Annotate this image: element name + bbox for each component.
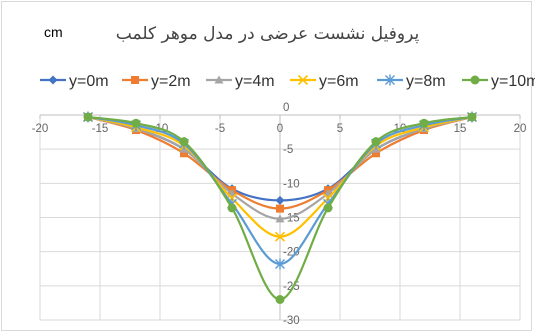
data-point xyxy=(467,112,477,122)
legend-item: y=10m xyxy=(462,73,535,90)
y-tick-label: -10 xyxy=(283,178,300,190)
data-point xyxy=(180,149,188,158)
y-tick-label: 0 xyxy=(283,102,289,114)
legend-marker xyxy=(385,74,395,86)
legend-item: y=8m xyxy=(377,73,446,90)
legend-item: y=4m xyxy=(206,73,275,90)
legend-marker xyxy=(214,75,224,84)
legend: y=0m y=2m y=4m y=6m y=8m y=10m xyxy=(40,73,535,90)
data-point xyxy=(227,203,237,213)
data-point xyxy=(275,214,285,223)
legend-marker xyxy=(48,75,58,85)
legend-label: y=2m xyxy=(151,73,191,90)
legend-label: y=4m xyxy=(235,73,275,90)
data-point xyxy=(275,258,285,270)
tick-labels: -20 -15 -10 -5 0 5 10 15 200-5-10-15-20-25-30 xyxy=(32,102,527,327)
data-point xyxy=(371,137,381,147)
x-tick-label: 20 xyxy=(514,123,527,135)
data-point xyxy=(323,203,333,213)
data-point xyxy=(179,137,189,147)
data-point xyxy=(419,118,429,128)
data-point xyxy=(372,149,380,158)
legend-item: y=0m xyxy=(40,73,109,90)
y-tick-label: -30 xyxy=(283,315,300,327)
chart-title: پروفیل نشست عرضی در مدل موهر کلمب xyxy=(115,24,420,44)
series-group xyxy=(82,111,478,304)
x-tick-label: 5 xyxy=(337,123,343,135)
x-tick-label: -5 xyxy=(215,123,225,135)
legend-label: y=6m xyxy=(319,73,359,90)
data-point xyxy=(275,195,285,205)
legend-item: y=6m xyxy=(290,73,359,90)
data-point xyxy=(275,295,285,304)
legend-marker xyxy=(297,74,309,86)
unit-label: cm xyxy=(44,24,63,40)
legend-marker xyxy=(470,75,480,85)
x-tick-label: -15 xyxy=(92,123,109,135)
data-point xyxy=(276,204,284,213)
data-point xyxy=(83,112,93,122)
x-tick-label: 15 xyxy=(454,123,467,135)
legend-label: y=10m xyxy=(491,73,535,90)
x-tick-label: -20 xyxy=(32,123,49,135)
legend-label: y=0m xyxy=(69,73,109,90)
series-y10m xyxy=(83,112,477,304)
legend-item: y=2m xyxy=(122,73,191,90)
legend-marker xyxy=(131,76,139,84)
y-tick-label: -5 xyxy=(283,144,293,156)
y-tick-label: -20 xyxy=(283,247,300,259)
legend-label: y=8m xyxy=(406,73,446,90)
x-tick-label: 0 xyxy=(277,123,283,135)
data-point xyxy=(131,118,141,128)
data-point xyxy=(274,231,286,242)
